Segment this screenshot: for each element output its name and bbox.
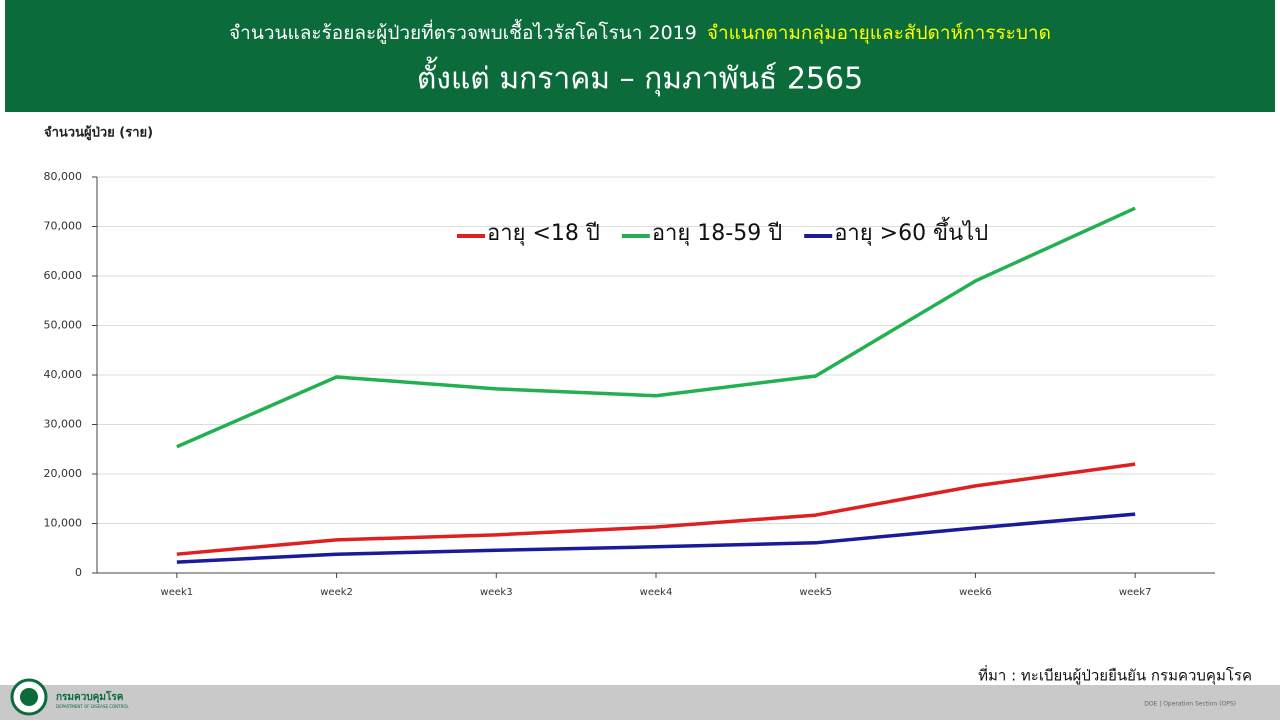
- header-title: จำนวนและร้อยละผู้ป่วยที่ตรวจพบเชื้อไวรัส…: [229, 19, 1051, 45]
- y-tick-label: 70,000: [44, 220, 83, 233]
- legend-label: อายุ >60 ขึ้นไป: [834, 217, 988, 246]
- series-line: [176, 512, 1136, 564]
- subtitle: ตั้งแต่ มกราคม – กุมภาพันธ์ 2565: [417, 57, 863, 98]
- title-highlight: จำแนกตามกลุ่มอายุและสัปดาห์การระบาด: [707, 22, 1051, 45]
- logo-inner: [20, 688, 38, 706]
- source-note: ที่มา : ทะเบียนผู้ป่วยยืนยัน กรมควบคุมโร…: [978, 665, 1252, 686]
- x-tick-label: week7: [1119, 587, 1152, 598]
- x-tick-label: week2: [320, 587, 353, 598]
- x-tick-label: week4: [640, 587, 673, 598]
- y-tick-label: 60,000: [44, 269, 83, 282]
- title: จำนวนและร้อยละผู้ป่วยที่ตรวจพบเชื้อไวรัส…: [229, 19, 697, 44]
- footer-band: [0, 685, 1280, 720]
- x-tick-label: week3: [480, 587, 513, 598]
- series-line: [176, 462, 1136, 556]
- y-tick-label: 50,000: [44, 319, 83, 332]
- org-name-en: DEPARTMENT OF DISEASE CONTROL: [56, 704, 130, 709]
- header-band: [5, 0, 1275, 112]
- y-tick-label: 20,000: [44, 467, 83, 480]
- org-name: กรมควบคุมโรค: [56, 690, 124, 703]
- y-tick-label: 80,000: [44, 170, 83, 183]
- legend-label: อายุ 18-59 ปี: [652, 221, 782, 246]
- y-tick-label: 30,000: [44, 418, 83, 431]
- legend-label: อายุ <18 ปี: [487, 221, 600, 246]
- x-tick-label: week6: [959, 587, 992, 598]
- y-axis-label: จำนวนผู้ป่วย (ราย): [44, 125, 153, 141]
- y-tick-label: 10,000: [44, 517, 83, 530]
- y-tick-label: 40,000: [44, 368, 83, 381]
- x-tick-label: week5: [799, 587, 832, 598]
- series-line: [176, 206, 1136, 449]
- y-tick-label: 0: [75, 566, 82, 579]
- section: DOE | Operation Section (OPS): [1144, 701, 1236, 708]
- x-tick-label: week1: [161, 587, 194, 598]
